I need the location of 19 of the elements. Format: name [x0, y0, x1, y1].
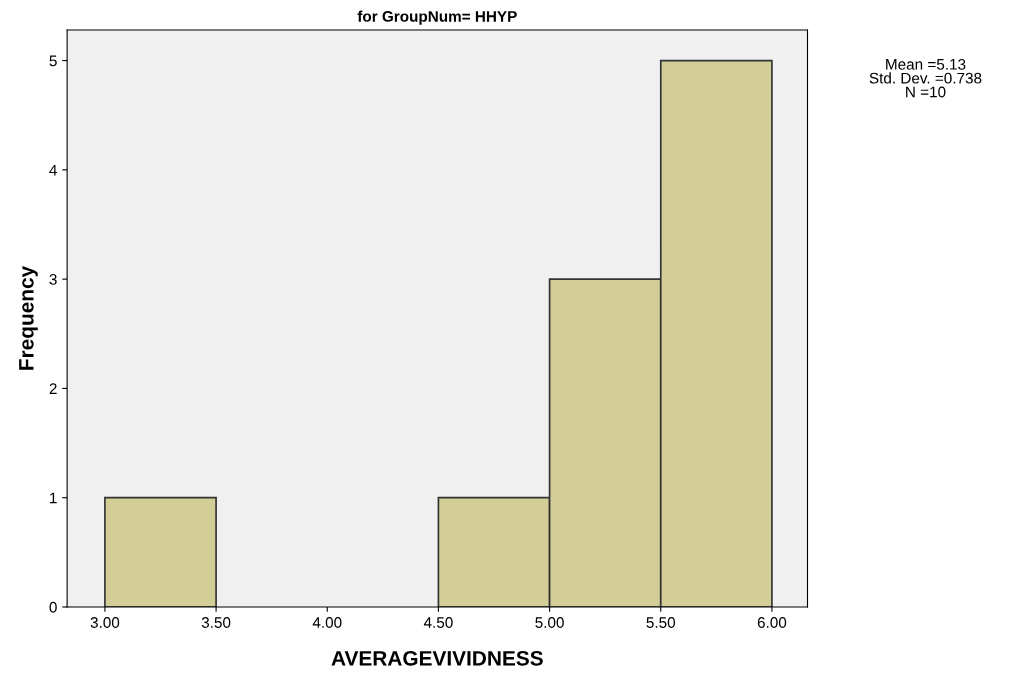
y-tick-label: 3 — [49, 274, 57, 285]
x-axis-title: AVERAGEVIVIDNESS — [331, 650, 543, 666]
y-tick-label: 1 — [50, 492, 57, 504]
text: Std. Dev. =0.738 — [869, 72, 982, 84]
y-tick-label: 5 — [49, 55, 57, 67]
x-tick-label: 4.00 — [312, 617, 342, 628]
y-tick-label: 4 — [49, 164, 57, 176]
x-tick-label: 6.00 — [757, 617, 787, 628]
text: Mean =5.13 — [886, 58, 966, 70]
y-axis-title: Frequency — [19, 265, 38, 370]
x-tick-label: 5.50 — [646, 617, 676, 628]
y-tick-label: 2 — [49, 383, 57, 394]
x-tick-label: 3.50 — [201, 617, 231, 628]
chart-title: for GroupNum= HHYP — [357, 10, 517, 25]
x-tick-label: 5.00 — [535, 617, 564, 628]
x-tick-label: 3.00 — [90, 617, 120, 628]
y-tick-label: 0 — [49, 601, 57, 613]
text: N =10 — [906, 86, 946, 98]
x-tick-label: 4.50 — [423, 617, 453, 628]
